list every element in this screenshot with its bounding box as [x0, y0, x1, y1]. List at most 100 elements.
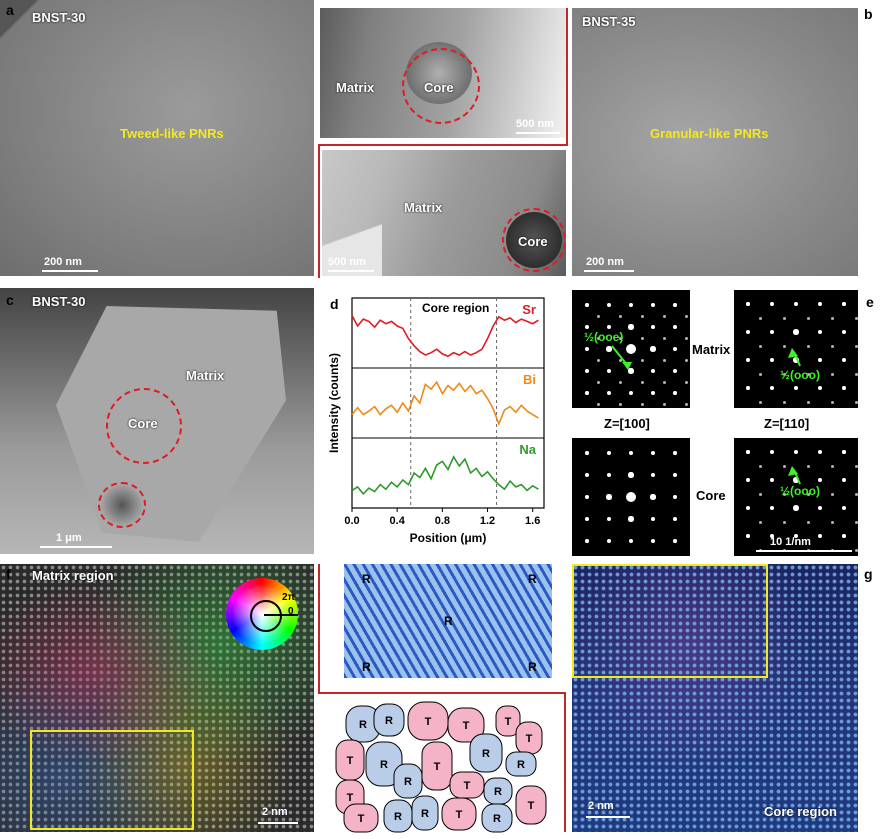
superlattice-spot	[662, 336, 666, 340]
panel-a-image	[0, 0, 314, 276]
superlattice-spot	[782, 316, 786, 320]
domain-label: R	[380, 759, 388, 771]
diffraction-spot	[650, 368, 656, 374]
core-circle-small	[98, 482, 146, 528]
saed-scale-text: 10 1/nm	[770, 536, 811, 548]
diffraction-spot	[841, 505, 846, 510]
tetragonal-domain	[495, 705, 521, 737]
tetragonal-domain	[343, 803, 379, 833]
saed-arrows	[611, 345, 801, 485]
panel-c-scale-text: 1 μm	[56, 532, 82, 544]
superlattice-spot	[806, 400, 810, 404]
superlattice-spot	[640, 358, 644, 362]
panel-c-matrix-label: Matrix	[186, 368, 225, 383]
superlattice-spot	[806, 316, 810, 320]
diffraction-spot	[673, 539, 677, 543]
saed-ann-oee: ½(ooe)	[584, 330, 624, 344]
center-stripes-image	[344, 564, 552, 678]
superlattice-spot	[618, 380, 622, 384]
diffraction-spot	[746, 450, 750, 454]
stripe-r-2: R	[528, 572, 537, 586]
diffraction-spot	[672, 324, 677, 329]
panel-g-image	[572, 564, 858, 832]
diffraction-spot	[672, 368, 677, 373]
diffraction-spot	[585, 391, 589, 395]
panel-b-scale-bar	[584, 270, 634, 272]
diffraction-spot	[745, 505, 750, 510]
diffraction-spot	[628, 302, 634, 308]
domain-label: T	[526, 733, 533, 745]
superlattice-spot	[830, 492, 834, 496]
tetragonal-domain	[447, 707, 485, 743]
superlattice-spot	[618, 358, 622, 362]
saed-core-110	[734, 438, 858, 556]
panel-f-scale-text: 2 nm	[262, 806, 288, 818]
diffraction-spot	[628, 516, 634, 522]
diffraction-spot	[842, 450, 846, 454]
color-wheel	[226, 578, 298, 650]
diffraction-spot	[817, 505, 823, 511]
superlattice-spot	[806, 344, 810, 348]
diffraction-spot	[628, 324, 634, 330]
panel-a-bottom-image	[322, 150, 566, 276]
panel-c-image	[0, 288, 314, 554]
domain-label: T	[434, 761, 441, 773]
diffraction-spot	[606, 346, 612, 352]
diffraction-spot	[673, 303, 677, 307]
diffraction-spot	[793, 385, 799, 391]
superlattice-spot	[854, 464, 858, 468]
panel-d-chart: Sr Bi Na Core region 0.0 0.4 0.8 1.2 1.6 Position…	[327, 297, 545, 545]
diffraction-spot	[585, 539, 589, 543]
domain-label: T	[347, 792, 354, 804]
panel-f-region-label: Matrix region	[32, 568, 114, 583]
superlattice-spot	[640, 314, 644, 318]
x-tick-label: 0.8	[435, 515, 450, 527]
panel-a-top-image	[320, 8, 566, 138]
superlattice-spot	[596, 380, 600, 384]
superlattice-spot	[854, 520, 858, 524]
diffraction-spot	[769, 329, 775, 335]
series-label-na: Na	[519, 442, 536, 457]
diffraction-spot	[650, 472, 656, 478]
tetragonal-domain	[441, 797, 477, 831]
stripe-r-5: R	[528, 660, 537, 674]
superlattice-spot	[684, 380, 688, 384]
panel-c-scale-bar	[40, 546, 112, 548]
diffraction-spot	[793, 329, 799, 335]
saed-ann-ooo-core: ½(ooo)	[780, 484, 820, 498]
panel-a-bottom-scale-text: 500 nm	[328, 256, 366, 268]
diffraction-spot	[626, 344, 636, 354]
series-line-bi	[351, 380, 539, 427]
superlattice-spot	[662, 402, 666, 406]
panel-letter-f: f	[6, 566, 11, 582]
diffraction-spot	[793, 357, 799, 363]
frame-line-center-h	[318, 692, 566, 694]
wheel-0: 0	[288, 606, 294, 617]
grain-edge	[322, 210, 382, 276]
diffraction-spot	[672, 346, 678, 352]
superlattice-spot	[854, 492, 858, 496]
diffraction-spot	[628, 368, 634, 374]
diffraction-spot	[793, 505, 799, 511]
diffraction-spot	[606, 324, 612, 330]
superlattice-spot	[618, 314, 622, 318]
domain-label: R	[385, 715, 393, 727]
panel-g-scale-bar	[586, 816, 630, 818]
superlattice-spot	[758, 464, 762, 468]
diffraction-spot	[606, 472, 612, 478]
superlattice-spot	[618, 336, 622, 340]
diffraction-spot	[769, 533, 775, 539]
domain-label: T	[456, 809, 463, 821]
x-tick-label: 0.0	[344, 515, 359, 527]
x-tick-label: 0.4	[390, 515, 406, 527]
domain-label: R	[493, 813, 501, 825]
superlattice-spot	[782, 372, 786, 376]
panel-letter-g: g	[864, 566, 873, 582]
panel-a-top-core: Core	[424, 80, 454, 95]
domain-label: R	[359, 719, 367, 731]
superlattice-spot	[806, 464, 810, 468]
panel-c-core-label: Core	[128, 416, 158, 431]
panel-a-bottom-core: Core	[518, 234, 548, 249]
superlattice-spot	[640, 336, 644, 340]
highlight-box	[572, 564, 768, 678]
